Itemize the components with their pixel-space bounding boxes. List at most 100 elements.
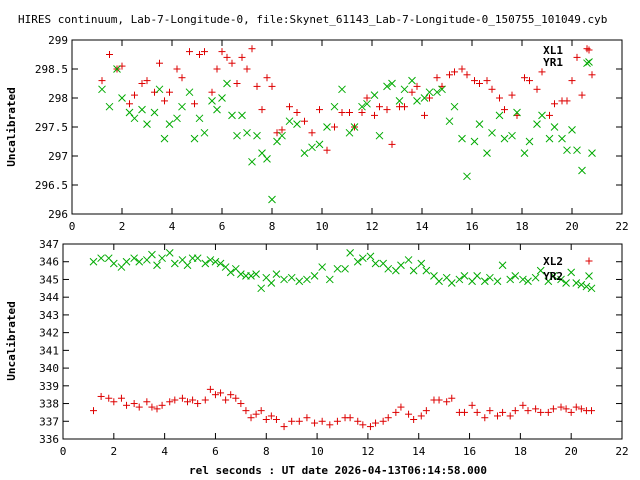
xl2-point: [410, 416, 418, 423]
xl1-point: [143, 77, 151, 85]
yr1-point: [563, 146, 571, 155]
top-xtick-label: 16: [465, 220, 478, 233]
xl2-point: [105, 394, 113, 402]
xl1-point: [433, 74, 441, 82]
yr2-point: [272, 270, 281, 278]
xl1-point: [178, 74, 186, 82]
xl2-point: [506, 412, 514, 420]
yr2-point: [422, 266, 431, 275]
xl1-point: [268, 82, 276, 90]
xl2-point: [217, 389, 225, 397]
yr1-point: [450, 102, 459, 111]
xl1-point: [98, 77, 106, 85]
yr2-point: [226, 268, 235, 277]
xl2-point: [422, 407, 430, 415]
yr1-point: [165, 120, 174, 128]
xl1-point: [413, 82, 421, 90]
yr2-point: [506, 275, 515, 284]
xl2-point: [499, 408, 507, 416]
yr1-point: [238, 111, 246, 120]
xl2-point: [333, 417, 341, 425]
yr1-point: [463, 172, 471, 181]
xl1-point: [166, 88, 173, 96]
bottom-ytick-label: 345: [39, 273, 59, 286]
top-ytick-label: 298: [48, 92, 68, 105]
xl2-point: [178, 394, 186, 402]
yr1-point: [105, 102, 114, 111]
xl2-point: [318, 417, 326, 425]
yr1-point: [545, 134, 554, 143]
xl1-point: [501, 106, 508, 114]
yr2-point: [562, 279, 570, 287]
yr2-point: [447, 279, 456, 287]
xl2-point: [588, 407, 596, 415]
bottom-ytick-label: 341: [39, 344, 59, 357]
xl2-point: [97, 392, 105, 400]
yr2-point: [201, 259, 210, 268]
yr1-point: [520, 149, 529, 157]
top-ytick-label: 297: [48, 150, 68, 163]
yr1-point: [533, 120, 541, 128]
xl1-point: [233, 80, 241, 87]
xl1-point: [476, 80, 483, 87]
bottom-ytick-label: 337: [39, 415, 59, 428]
yr1-point: [268, 195, 276, 204]
xl2-point: [481, 414, 489, 422]
yr2-point: [170, 259, 179, 268]
top-xtick-label: 8: [269, 220, 276, 233]
xl1-point: [401, 103, 408, 111]
yr2-point: [237, 270, 245, 278]
yr1-point: [500, 134, 509, 143]
yr2-point: [303, 275, 311, 284]
xl2-point: [267, 412, 275, 420]
yr1-point: [278, 131, 286, 140]
xl2-point: [232, 394, 240, 402]
top-ytick-label: 297.5: [35, 121, 68, 134]
xl1-point: [588, 71, 596, 79]
xl1-point: [316, 106, 323, 114]
yr1-point: [98, 85, 106, 94]
yr2-point: [371, 259, 380, 268]
top-xtick-label: 12: [365, 220, 378, 233]
yr1-point: [218, 94, 226, 102]
top-xtick-label: 18: [515, 220, 528, 233]
yr2-point: [216, 259, 225, 268]
yr1-point: [308, 143, 316, 152]
xl1-point: [426, 94, 433, 102]
xl2-point: [166, 398, 174, 406]
bottom-ytick-label: 347: [39, 238, 59, 251]
yr1-point: [408, 76, 416, 85]
yr1-point: [483, 149, 491, 157]
xl1-point: [376, 103, 383, 111]
xl1-point: [526, 77, 533, 85]
yr1-point: [578, 166, 586, 175]
yr2-point: [409, 266, 418, 275]
xl1-point: [496, 94, 503, 102]
xl1-point: [106, 51, 113, 58]
xl2-point: [486, 407, 494, 415]
yr2-point: [435, 277, 443, 286]
xl1-point: [521, 74, 528, 82]
yr2-point: [397, 261, 405, 270]
yr1-point: [155, 85, 164, 94]
xl1-point: [538, 68, 546, 76]
xl2-point: [194, 400, 202, 408]
xl1-point: [388, 140, 396, 148]
xl1-point: [258, 106, 266, 114]
top-ytick-label: 299: [48, 34, 68, 47]
yr2-point: [318, 263, 327, 271]
yr1-point: [583, 59, 591, 68]
yr1-point: [253, 131, 261, 140]
top-xtick-label: 20: [565, 220, 578, 233]
bottom-ylabel: Uncalibrated: [5, 301, 18, 380]
yr1-point: [425, 88, 434, 97]
yr2-point: [341, 264, 349, 273]
xl2-point: [201, 396, 209, 404]
yr1-point: [185, 88, 194, 97]
xl1-point: [358, 109, 366, 116]
xl2-point: [448, 394, 456, 402]
yr1-point: [213, 105, 221, 114]
top-xtick-label: 22: [615, 220, 628, 233]
yr2-point: [366, 252, 375, 261]
xl2-point: [567, 408, 575, 416]
